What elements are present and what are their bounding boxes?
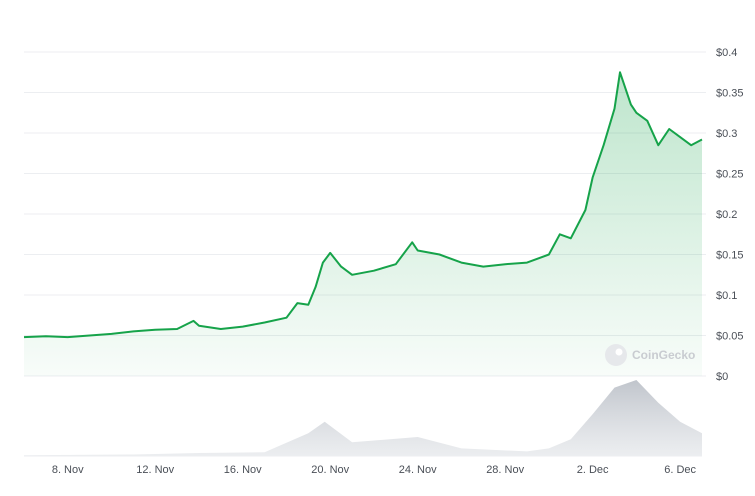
x-tick-label: 20. Nov [311, 464, 349, 476]
volume-series [24, 380, 702, 457]
y-tick-label: $0.05 [716, 331, 744, 343]
price-series [23, 71, 703, 377]
volume-area [24, 380, 702, 456]
y-tick-label: $0.15 [716, 250, 744, 262]
x-tick-label: 24. Nov [399, 464, 437, 476]
y-axis-labels: $0 $0.05 $0.1 $0.15 $0.2 $0.25 $0.3 $0.35 $0.4 [716, 47, 744, 383]
x-axis-labels: 8. Nov 12. Nov 16. Nov 20. Nov 24. Nov 28. No… [52, 464, 697, 476]
y-tick-label: $0 [716, 371, 728, 383]
coingecko-logo-eye [615, 348, 623, 356]
coingecko-logo-icon [605, 344, 627, 366]
watermark-text: CoinGecko [632, 348, 695, 362]
price-line [23, 71, 703, 339]
price-area-fill [24, 72, 702, 377]
coingecko-watermark: CoinGecko [605, 344, 695, 366]
y-tick-label: $0.2 [716, 209, 737, 221]
y-tick-label: $0.3 [716, 128, 737, 140]
y-tick-label: $0.35 [716, 88, 744, 100]
y-tick-label: $0.4 [716, 47, 737, 59]
x-tick-label: 8. Nov [52, 464, 84, 476]
x-tick-label: 2. Dec [577, 464, 609, 476]
y-tick-label: $0.1 [716, 290, 737, 302]
x-tick-label: 28. Nov [486, 464, 524, 476]
y-tick-label: $0.25 [716, 169, 744, 181]
x-tick-label: 12. Nov [136, 464, 174, 476]
x-tick-label: 16. Nov [224, 464, 262, 476]
x-tick-label: 6. Dec [664, 464, 696, 476]
